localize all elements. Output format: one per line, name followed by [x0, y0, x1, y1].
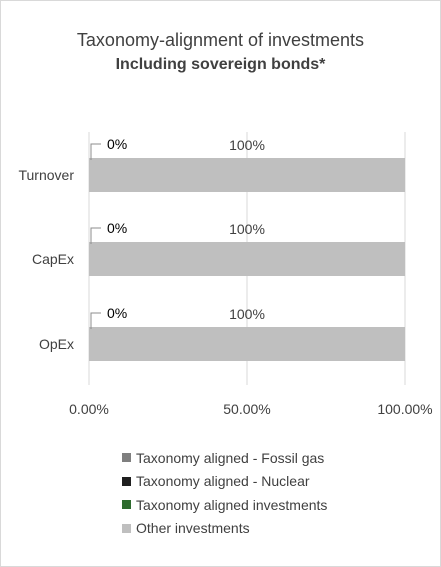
leader-line [91, 228, 101, 244]
data-label-aligned: 0% [107, 136, 127, 152]
legend-item: Taxonomy aligned - Nuclear [122, 470, 327, 494]
legend-item: Taxonomy aligned - Fossil gas [122, 446, 327, 470]
data-label-aligned: 0% [107, 305, 127, 321]
x-tick-labels: 0.00% 50.00% 100.00% [69, 401, 432, 417]
category-label: CapEx [32, 251, 74, 267]
x-tick-label: 0.00% [69, 401, 109, 417]
data-label-other: 100% [229, 137, 265, 153]
legend-label: Taxonomy aligned - Fossil gas [136, 450, 324, 466]
category-labels: Turnover CapEx OpEx [18, 167, 74, 352]
legend-swatch [122, 477, 131, 486]
legend-label: Other investments [136, 520, 250, 536]
data-label-aligned: 0% [107, 220, 127, 236]
data-label-other: 100% [229, 306, 265, 322]
legend-swatch [122, 500, 131, 509]
bar-other-investments-turnover [89, 158, 405, 192]
legend-item: Other investments [122, 517, 327, 541]
data-label-other: 100% [229, 221, 265, 237]
bar-other-investments-opex [89, 327, 405, 361]
category-label: Turnover [18, 167, 74, 183]
leader-line [91, 313, 101, 329]
legend-label: Taxonomy aligned - Nuclear [136, 473, 310, 489]
legend-item: Taxonomy aligned investments [122, 493, 327, 517]
leader-line [91, 144, 101, 160]
x-tick-label: 50.00% [223, 401, 270, 417]
x-tick-label: 100.00% [377, 401, 432, 417]
bars [89, 158, 405, 361]
category-label: OpEx [39, 336, 74, 352]
legend-label: Taxonomy aligned investments [136, 497, 327, 513]
bar-other-investments-capex [89, 242, 405, 276]
legend: Taxonomy aligned - Fossil gas Taxonomy al… [122, 446, 327, 540]
legend-swatch [122, 453, 131, 462]
legend-swatch [122, 524, 131, 533]
